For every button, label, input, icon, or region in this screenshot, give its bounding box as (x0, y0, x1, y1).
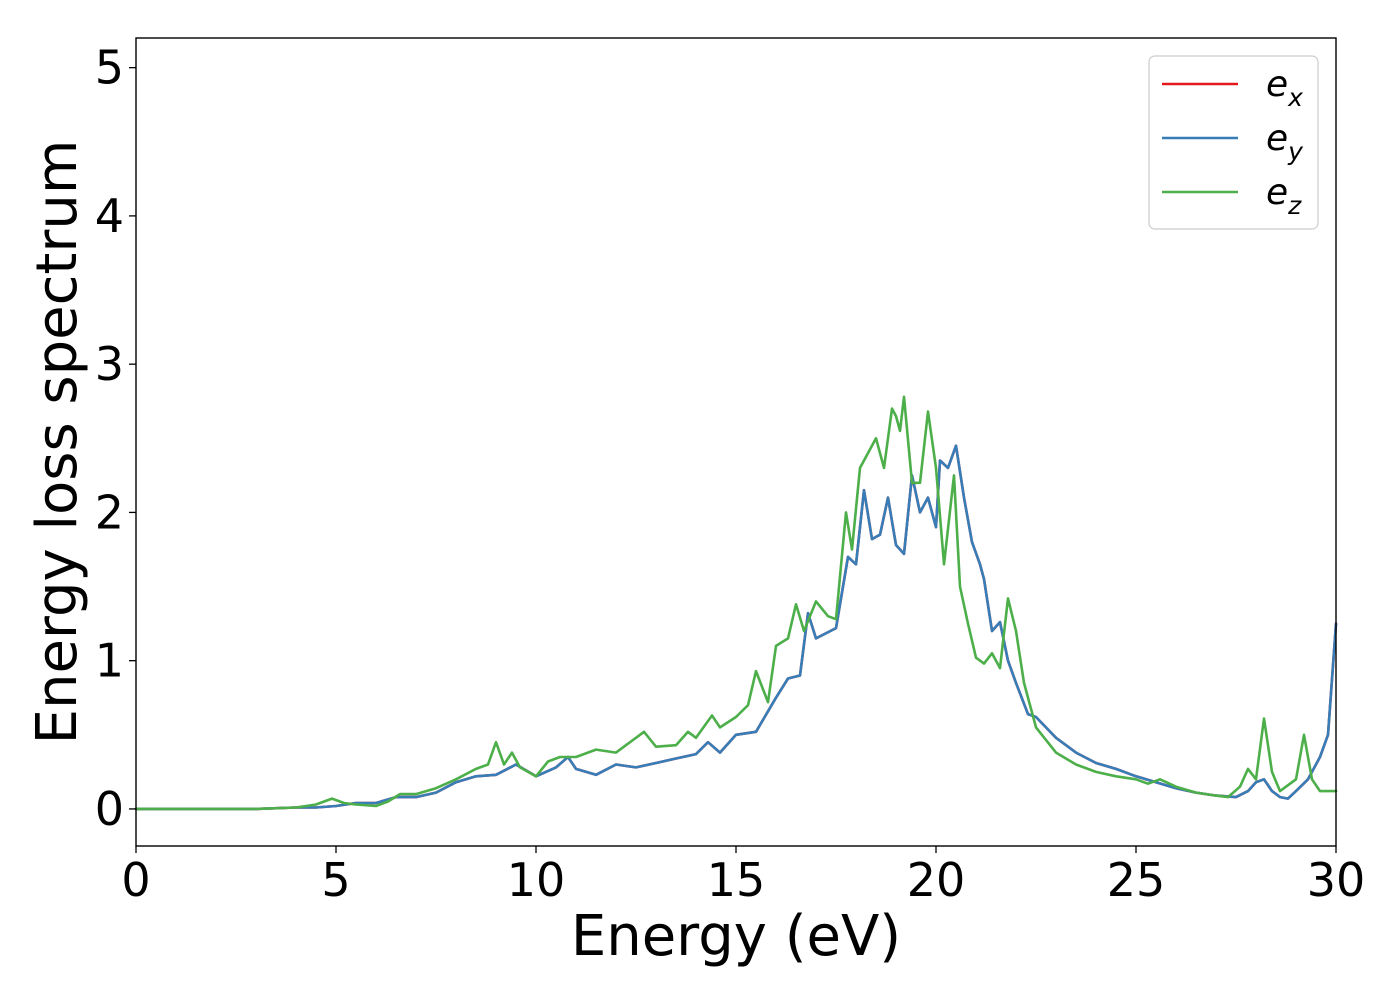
legend-label-ex: ex (1266, 64, 1303, 112)
y-tick-label: 4 (95, 189, 124, 243)
x-tick-label: 5 (321, 853, 350, 907)
x-tick-label: 20 (907, 853, 966, 907)
x-tick-label: 15 (707, 853, 766, 907)
series-layer (134, 395, 1338, 811)
y-tick-label: 0 (95, 782, 124, 836)
y-tick-label: 1 (95, 634, 124, 688)
legend-label-ez: ez (1266, 172, 1302, 220)
y-tick-label: 2 (95, 485, 124, 539)
x-axis-title: Energy (eV) (571, 904, 901, 969)
series-line-ez (134, 395, 1338, 811)
x-axis: 0 5 10 15 20 25 30 (121, 846, 1365, 907)
x-tick-label: 25 (1107, 853, 1166, 907)
x-tick-label: 10 (507, 853, 566, 907)
legend-label-ey: ey (1266, 118, 1304, 166)
series-line-ey (134, 444, 1338, 811)
x-tick-label: 30 (1307, 853, 1366, 907)
y-axis-title: Energy loss spectrum (25, 140, 90, 745)
legend: ex ey ez (1148, 55, 1319, 230)
y-tick-label: 3 (95, 337, 124, 391)
legend-box (1148, 55, 1319, 230)
y-tick-label: 5 (95, 41, 124, 95)
x-tick-label: 0 (121, 853, 150, 907)
y-axis: 0 1 2 3 4 5 (95, 41, 136, 836)
legend-items: ex ey ez (1162, 64, 1304, 220)
series-line-ex (134, 444, 1338, 811)
